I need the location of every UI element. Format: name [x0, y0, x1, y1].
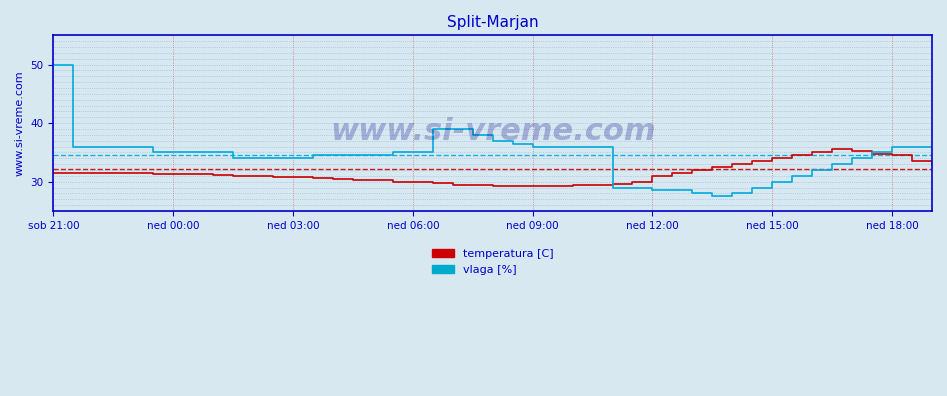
Text: www.si-vreme.com: www.si-vreme.com — [330, 118, 655, 147]
Title: Split-Marjan: Split-Marjan — [447, 15, 539, 30]
Y-axis label: www.si-vreme.com: www.si-vreme.com — [15, 70, 25, 176]
Legend: temperatura [C], vlaga [%]: temperatura [C], vlaga [%] — [427, 245, 558, 279]
